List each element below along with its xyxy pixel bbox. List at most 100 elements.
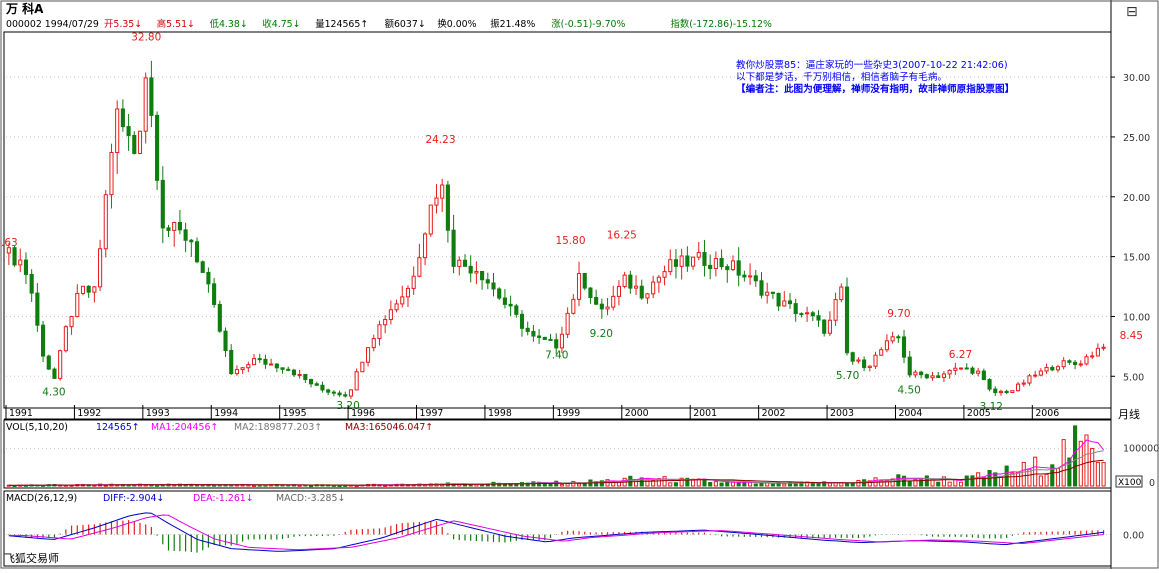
volume-axis-zero: 0 <box>1149 478 1155 489</box>
candle-body <box>525 327 530 332</box>
candle-body <box>206 271 211 285</box>
quote-item: 开5.35↓ <box>104 19 142 30</box>
quote-item: 收4.75↓ <box>262 18 300 30</box>
quote-code-date: 000002 1994/07/29 <box>6 19 99 30</box>
candle-body <box>901 336 907 358</box>
candle-body <box>1016 383 1021 392</box>
candle-body <box>291 369 296 376</box>
candle-body <box>993 388 998 394</box>
candle-body <box>913 371 918 376</box>
candle-body <box>748 275 753 278</box>
candle-body <box>103 194 108 250</box>
candle-body <box>320 384 325 391</box>
price-label: 8.45 <box>1120 330 1143 342</box>
volume-bar <box>1004 465 1009 487</box>
candle-body <box>936 375 941 378</box>
candle-body <box>981 370 986 381</box>
volume-bar <box>941 476 946 487</box>
volume-bar <box>708 482 713 487</box>
candle-body <box>987 379 992 390</box>
volume-bar <box>212 484 217 487</box>
candle-body <box>628 274 633 289</box>
candle-body <box>485 279 490 284</box>
volume-bar <box>679 477 684 487</box>
volume-header-item: MA1:204456↑ <box>151 422 218 433</box>
candle-body <box>554 339 559 349</box>
y-tick-label: 20.00 <box>1123 193 1150 204</box>
x-tick-label: 2000 <box>625 408 649 419</box>
volume-bar <box>736 481 741 487</box>
volume-bar <box>1084 434 1089 487</box>
candle-body <box>423 233 428 259</box>
macd-axis-label: 0.00 <box>1123 531 1144 542</box>
window-toggle-icon[interactable]: ⊟ <box>1126 4 1138 20</box>
note-line-3: 【编者注：此图为便理解，禅师没有指明，故非禅师原指股票图】 <box>736 83 1014 95</box>
candle-body <box>337 392 342 396</box>
x-tick-label: 2001 <box>693 408 717 419</box>
volume-unit-label: X100 <box>1118 478 1142 488</box>
volume-bar <box>1067 457 1072 487</box>
candle-body <box>588 287 593 299</box>
candle-body <box>594 297 599 305</box>
candle-body <box>873 354 878 367</box>
candle-body <box>286 368 291 371</box>
volume-bar <box>1090 447 1095 487</box>
candle-body <box>696 252 701 258</box>
candle-body <box>998 390 1004 394</box>
x-tick-label: 2002 <box>762 408 786 419</box>
candle-body <box>622 274 627 287</box>
price-label: 6.27 <box>949 349 972 361</box>
candle-body <box>759 280 764 296</box>
price-label: 7.40 <box>545 350 568 362</box>
quote-item: 换0.00% <box>437 18 476 30</box>
candle-body <box>736 260 741 276</box>
x-tick-label: 1992 <box>77 408 101 419</box>
candle-body <box>497 288 502 299</box>
price-labels: 32.80 24.23 15.80 16.25 9.70 6.27 8.45 5.63 4.30… <box>0 32 1143 413</box>
x-tick-label: 2006 <box>1035 408 1059 419</box>
candle-body <box>12 247 17 266</box>
volume-bar <box>565 483 570 487</box>
candle-body <box>725 266 730 271</box>
candle-body <box>611 295 616 308</box>
candle-body <box>29 273 34 294</box>
volume-bar <box>976 472 981 487</box>
candle-body <box>143 77 148 132</box>
candle-body <box>160 179 165 229</box>
candle-body <box>651 281 656 295</box>
volume-bar <box>1073 425 1078 487</box>
candle-body <box>80 285 86 294</box>
volume-bar <box>1061 439 1066 487</box>
candle-body <box>257 358 262 361</box>
candle-body <box>234 369 239 375</box>
candle-body <box>765 291 770 296</box>
candle-body <box>92 286 97 293</box>
quote-bar: 000002 1994/07/29 开5.35↓ 高5.51↓ 低4.38↓ 收4.7… <box>6 18 772 30</box>
volume-bar <box>599 480 604 487</box>
x-tick-label: 2005 <box>967 408 991 419</box>
candle-body <box>793 303 798 315</box>
stock-name: 万 科A <box>5 1 44 16</box>
candle-body <box>565 312 570 335</box>
candle-body <box>303 373 308 380</box>
candle-body <box>200 261 205 273</box>
candle-body <box>417 257 422 277</box>
candle-body <box>1095 347 1100 357</box>
candle-body <box>822 319 827 334</box>
price-label: 15.80 <box>555 235 585 247</box>
candle-body <box>251 358 257 366</box>
volume-bar <box>1027 468 1032 487</box>
candle-body <box>86 285 91 293</box>
volume-bar <box>337 485 342 488</box>
volume-bar <box>685 477 690 487</box>
candle-body <box>52 368 57 379</box>
candle-body <box>1044 366 1049 372</box>
candle-body <box>194 241 200 263</box>
candle-body <box>958 367 964 370</box>
candle-body <box>480 271 485 281</box>
candle-body <box>833 299 838 321</box>
candle-body <box>75 292 80 318</box>
candle-body <box>1090 355 1095 358</box>
